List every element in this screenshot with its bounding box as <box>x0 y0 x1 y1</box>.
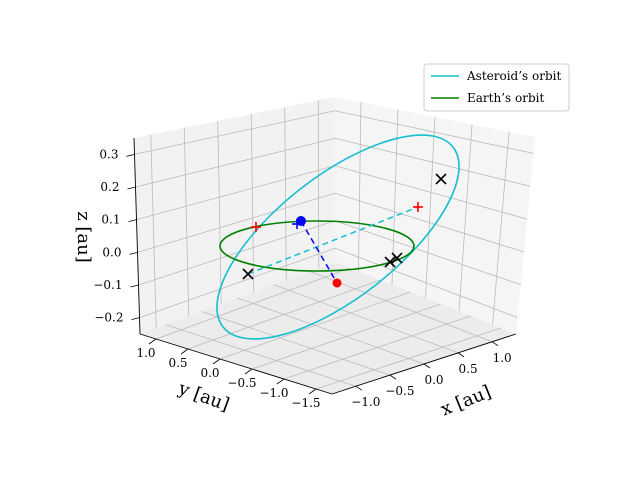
x-grid-line-wall <box>492 131 510 325</box>
y-tick-mark <box>244 368 253 375</box>
x-tick-mark <box>423 363 431 369</box>
floor-pane <box>140 262 516 394</box>
z-tick-label: 0.1 <box>101 213 120 227</box>
y-tick-label: 1.0 <box>136 346 155 360</box>
legend: Asteroid’s orbit Earth’s orbit <box>423 63 570 112</box>
z-grid-line-left <box>137 192 336 253</box>
x-tick-mark <box>491 341 499 347</box>
y-tick-label: −1.0 <box>259 386 288 400</box>
cross-marker <box>242 268 254 280</box>
z-grid-line-left <box>135 137 336 188</box>
x-grid-line-floor <box>273 284 459 354</box>
y-tick-label: −0.5 <box>227 376 256 390</box>
earth-orbit-line <box>219 220 415 272</box>
z-tick-mark <box>126 153 135 157</box>
cross-marker <box>435 173 447 185</box>
z-tick-label: 0.2 <box>100 180 119 194</box>
y-tick-mark <box>308 388 317 395</box>
z-tick-mark <box>131 317 140 321</box>
x-axis-label: x [au] <box>438 381 494 420</box>
x-tick-label: 0.5 <box>459 362 478 376</box>
z-tick-label: −0.2 <box>94 311 123 325</box>
red-point <box>332 278 342 288</box>
legend-box <box>423 63 570 112</box>
z-grid-line-left <box>138 220 336 286</box>
plus-marker <box>413 202 423 212</box>
y-tick-label: 0.5 <box>168 356 187 370</box>
y-axis-spine <box>139 333 333 395</box>
x-grid-line-wall <box>358 102 362 272</box>
plus-marker <box>292 219 302 229</box>
y-axis-label: y [au] <box>175 378 232 416</box>
x-grid-line-wall <box>458 124 473 312</box>
z-tick-label: 0.0 <box>102 245 121 259</box>
legend-label-asteroid: Asteroid’s orbit <box>466 69 561 83</box>
y-tick-label: 0.0 <box>200 366 219 380</box>
z-tick-label: 0.3 <box>99 147 118 161</box>
z-tick-label: −0.1 <box>93 278 122 292</box>
cross-marker <box>384 256 396 268</box>
x-grid-line-floor <box>201 310 391 376</box>
x-tick-label: 1.0 <box>493 351 512 365</box>
x-tick-mark <box>389 374 397 380</box>
x-tick-label: 0.0 <box>424 373 443 387</box>
y-tick-mark <box>276 378 285 385</box>
y-grid-line-wall <box>317 100 320 269</box>
grid-lines <box>134 100 534 390</box>
y-tick-mark <box>180 348 189 355</box>
x-tick-label: −0.5 <box>385 384 414 398</box>
y-grid-line-wall <box>183 127 190 317</box>
z-tick-mark <box>130 284 139 288</box>
cross-marker <box>391 252 403 264</box>
x-tick-label: −1.0 <box>351 395 380 409</box>
y-grid-line-wall <box>217 120 222 305</box>
cross-stroke <box>435 173 447 185</box>
asteroid-node-line <box>247 206 419 275</box>
z-axis-spine <box>133 137 141 335</box>
z-tick-mark <box>129 251 138 255</box>
cross-stroke <box>242 268 254 280</box>
right-pane <box>335 97 535 334</box>
x-grid-line-floor <box>237 297 425 365</box>
x-tick-mark <box>457 352 465 358</box>
legend-label-earth: Earth’s orbit <box>467 91 544 105</box>
x-grid-line-wall <box>425 116 436 299</box>
z-tick-mark <box>127 186 136 190</box>
cross-stroke <box>391 252 403 264</box>
y-grid-line-wall <box>250 114 255 293</box>
plus-marker <box>251 222 261 232</box>
axes-group: 0.30.20.10.0−0.1−0.21.00.50.0−0.5−1.0−1.… <box>93 137 517 410</box>
x-grid-line-floor <box>165 324 356 387</box>
y-grid-line-wall <box>284 107 287 281</box>
z-grid-line-left <box>134 110 336 155</box>
y-tick-label: −1.5 <box>291 396 320 410</box>
x-tick-mark <box>355 385 363 391</box>
y-tick-mark <box>212 358 221 365</box>
asteroid-orbit-line <box>216 134 460 340</box>
left-pane <box>134 97 335 334</box>
y-tick-mark <box>148 338 157 345</box>
y-grid-line-wall <box>150 134 157 329</box>
cross-stroke <box>384 256 396 268</box>
blue-dashed-line <box>300 220 338 284</box>
z-axis-label: z [au] <box>73 211 94 263</box>
x-axis-spine <box>331 333 517 395</box>
z-grid-line-left <box>136 165 336 221</box>
plot-area <box>216 134 460 340</box>
z-tick-mark <box>128 219 137 223</box>
z-grid-line-left <box>139 247 336 319</box>
